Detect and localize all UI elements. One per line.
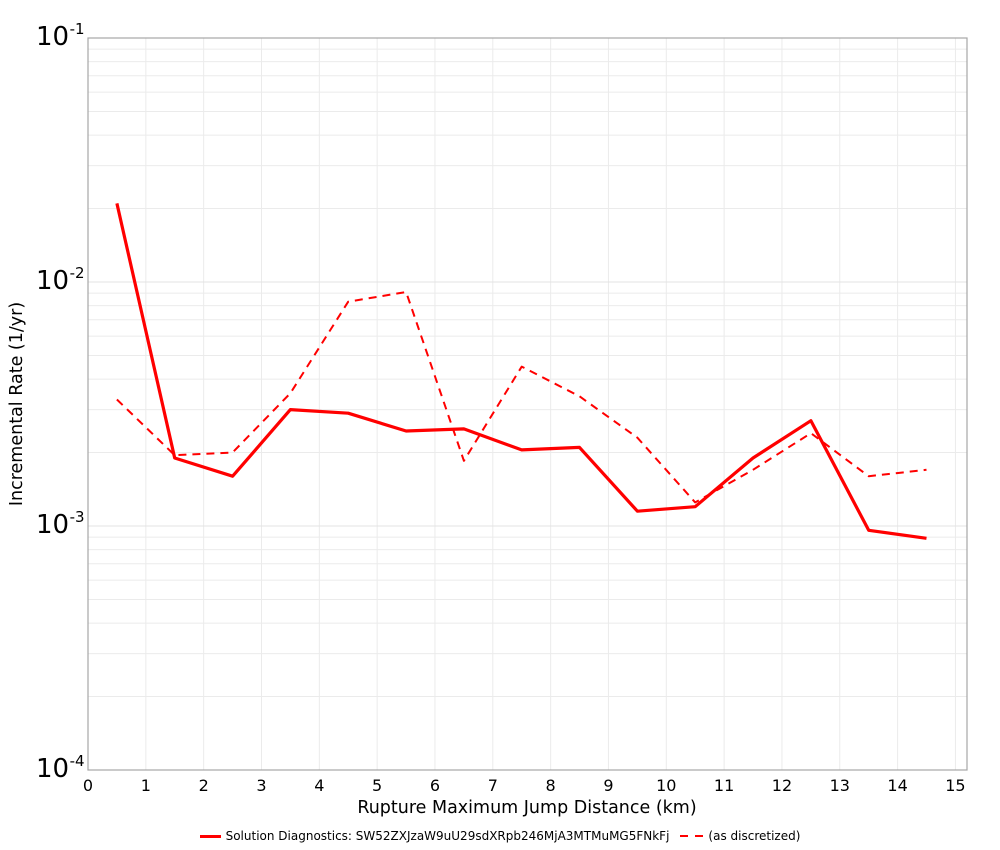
legend: Solution Diagnostics: SW52ZXJzaW9uU29sdX…	[0, 829, 1000, 843]
series-line-solid	[115, 203, 927, 540]
x-tick-label: 15	[945, 776, 966, 795]
x-tick-label: 10	[656, 776, 677, 795]
x-axis-title: Rupture Maximum Jump Distance (km)	[357, 798, 697, 818]
plot-border	[87, 37, 968, 771]
x-tick-label: 6	[429, 776, 441, 795]
y-tick-label: 10-4	[35, 751, 85, 784]
x-tick-label: 4	[314, 776, 325, 795]
x-tick-label: 11	[713, 776, 735, 795]
y-tick-label: 10-1	[35, 19, 85, 52]
x-tick-label: 1	[140, 776, 151, 795]
series-line-dashed	[116, 291, 927, 504]
legend-label-dashed: (as discretized)	[708, 829, 801, 843]
y-tick-label: 10-3	[35, 507, 85, 540]
x-tick-label: 3	[256, 776, 267, 795]
x-tick-label: 0	[82, 776, 94, 795]
x-tick-label: 13	[829, 776, 850, 795]
legend-label-solid: Solution Diagnostics: SW52ZXJzaW9uU29sdX…	[225, 829, 670, 843]
y-axis-title: Incremental Rate (1/yr)	[7, 301, 27, 507]
x-tick-label: 8	[545, 776, 556, 795]
x-tick-label: 9	[603, 776, 614, 795]
x-tick-label: 2	[198, 776, 209, 795]
x-tick-label: 7	[487, 776, 498, 795]
legend-line-sample-dashed	[680, 834, 704, 838]
x-tick-label: 5	[372, 776, 383, 795]
legend-line-sample-solid	[199, 834, 221, 838]
y-tick-label: 10-2	[35, 263, 85, 296]
x-tick-label: 14	[887, 776, 908, 795]
x-tick-label: 12	[771, 776, 793, 795]
